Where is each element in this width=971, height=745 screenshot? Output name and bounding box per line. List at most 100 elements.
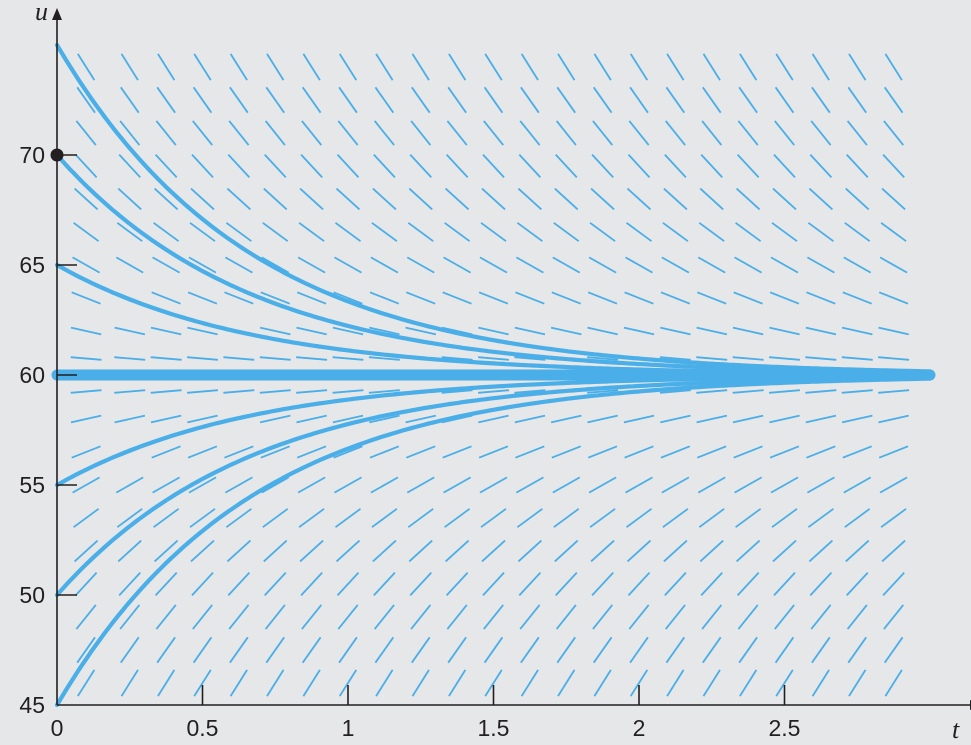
slope-mark	[627, 571, 651, 597]
slope-mark	[696, 414, 728, 424]
slope-mark	[775, 669, 794, 697]
slope-mark	[337, 604, 359, 630]
slope-mark	[484, 669, 503, 697]
slope-mark	[805, 356, 837, 361]
slope-mark	[191, 153, 214, 179]
slope-mark	[407, 222, 434, 242]
slope-mark	[845, 187, 870, 211]
slope-mark	[665, 86, 686, 114]
slope-mark	[739, 53, 758, 81]
slope-mark	[116, 222, 143, 242]
slope-mark	[297, 256, 326, 274]
slope-mark	[259, 389, 291, 394]
slope-mark	[552, 476, 581, 494]
slope-mark	[587, 326, 618, 336]
slope-mark	[117, 539, 142, 563]
slope-mark	[698, 222, 725, 242]
slope-mark	[517, 539, 543, 563]
slope-mark	[769, 291, 800, 305]
slope-mark	[624, 445, 654, 459]
solution-curve-u0-75	[54, 42, 933, 374]
slope-mark	[811, 53, 830, 81]
slope-mark	[515, 445, 545, 459]
slope-mark	[301, 120, 323, 146]
slope-mark	[660, 445, 691, 459]
slope-mark	[809, 153, 833, 179]
slope-mark	[772, 187, 797, 211]
slope-mark	[150, 389, 182, 394]
slope-mark	[296, 356, 328, 361]
slope-mark	[406, 256, 435, 274]
slope-mark	[841, 414, 873, 424]
slope-mark	[338, 636, 358, 664]
slope-mark	[228, 604, 250, 630]
slope-mark	[592, 636, 613, 664]
slope-mark	[700, 571, 723, 597]
slope-mark	[405, 291, 436, 305]
slope-mark	[153, 222, 180, 242]
slope-mark	[629, 53, 649, 81]
slope-mark	[738, 636, 758, 664]
slope-mark	[587, 445, 618, 459]
slope-mark	[553, 508, 580, 528]
slope-mark	[519, 604, 541, 630]
slope-mark	[188, 256, 217, 274]
slope-mark	[883, 86, 904, 114]
slope-mark	[478, 356, 509, 361]
slope-mark	[552, 256, 581, 274]
slope-mark	[842, 445, 873, 459]
slope-mark	[224, 291, 254, 305]
slope-mark	[118, 571, 141, 597]
slope-mark	[72, 256, 101, 274]
slope-mark	[848, 669, 867, 697]
slope-mark	[591, 153, 614, 179]
slope-mark	[590, 539, 615, 563]
slope-mark	[520, 669, 539, 697]
slope-mark	[841, 356, 873, 361]
slope-mark	[878, 445, 909, 459]
slope-mark	[153, 539, 179, 563]
slope-mark	[843, 256, 872, 274]
slope-mark	[483, 604, 504, 630]
slope-mark	[298, 222, 325, 242]
slope-mark	[300, 571, 323, 597]
slope-mark	[519, 120, 541, 146]
slope-mark	[410, 120, 432, 146]
slope-mark	[77, 53, 96, 81]
slope-mark	[479, 476, 508, 494]
slope-mark	[739, 669, 758, 697]
slope-mark	[227, 153, 251, 179]
slope-mark	[625, 508, 653, 528]
slope-mark	[73, 187, 99, 211]
slope-mark	[259, 414, 291, 424]
slope-mark	[187, 356, 218, 361]
slope-mark	[266, 669, 285, 697]
slope-mark	[557, 53, 576, 81]
slope-mark	[75, 604, 97, 630]
slope-mark	[663, 539, 688, 563]
slope-mark	[774, 636, 795, 664]
slope-mark	[771, 508, 798, 528]
slope-mark	[263, 187, 288, 211]
slope-mark	[224, 256, 253, 274]
slope-mark	[809, 571, 833, 597]
slope-mark	[478, 389, 509, 394]
initial-point-marker	[50, 148, 64, 162]
slope-mark	[555, 604, 577, 630]
slope-mark	[884, 53, 903, 81]
slope-mark	[732, 389, 764, 394]
slope-mark	[879, 476, 908, 494]
slope-mark	[662, 508, 689, 528]
slope-mark	[769, 414, 800, 424]
slope-mark	[368, 356, 400, 361]
slope-mark	[299, 539, 324, 563]
slope-mark	[841, 326, 873, 336]
slope-mark	[150, 356, 182, 361]
slope-mark	[264, 604, 286, 630]
slope-mark	[446, 120, 468, 146]
slope-mark	[588, 256, 617, 274]
slope-mark	[841, 389, 873, 394]
slope-mark	[701, 604, 723, 630]
slope-mark	[736, 571, 760, 597]
slope-mark	[225, 222, 252, 242]
